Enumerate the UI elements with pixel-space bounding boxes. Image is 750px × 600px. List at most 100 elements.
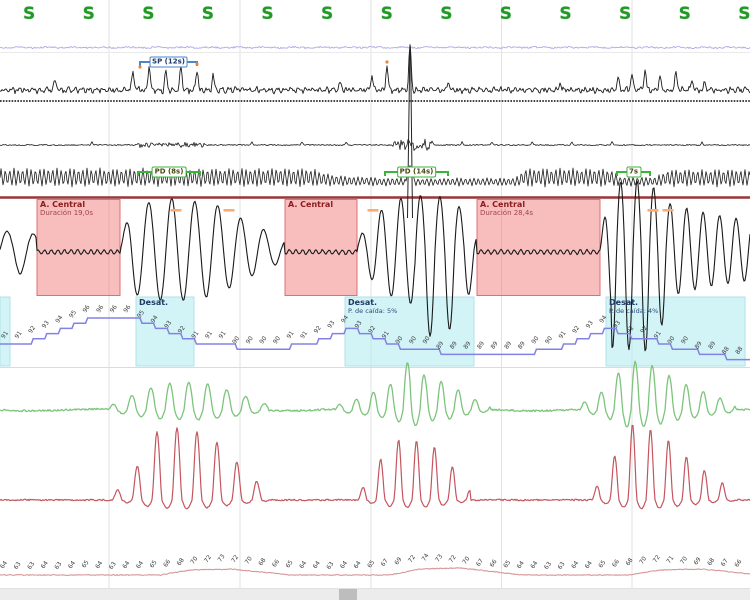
pulse-value: 67 [720, 558, 730, 568]
pulse-value: 64 [339, 560, 349, 570]
spo2-value: 90 [258, 335, 268, 345]
arousal-tick[interactable] [170, 209, 182, 212]
arousal-tick[interactable] [662, 209, 674, 212]
spo2-value: 90 [422, 335, 432, 345]
pulse-value: 64 [516, 560, 526, 570]
pulse-value: 72 [407, 554, 417, 564]
spo2-value: 90 [544, 335, 554, 345]
pulse-value: 69 [693, 556, 703, 566]
pulse-value: 68 [176, 557, 186, 567]
pulse-value: 65 [149, 559, 159, 569]
spo2-value: 89 [503, 340, 513, 350]
pulse-value: 64 [135, 560, 145, 570]
pulse-value: 66 [733, 558, 743, 568]
spo2-value: 93 [41, 319, 51, 329]
spo2-value: 88 [721, 345, 731, 355]
pulse-value: 73 [217, 553, 227, 563]
pulse-value: 66 [271, 558, 281, 568]
spo2-value: 94 [340, 314, 350, 324]
movement-artifact [407, 45, 413, 219]
spo2-value: 90 [245, 335, 255, 345]
pulse-value: 68 [706, 557, 716, 567]
pulse-value: 64 [570, 560, 580, 570]
spo2-value: 91 [190, 330, 200, 340]
event-marker-bracket-pd3[interactable] [616, 171, 651, 176]
spo2-value: 90 [680, 335, 690, 345]
spo2-value: 89 [490, 340, 500, 350]
spo2-value: 92 [367, 325, 377, 335]
pulse-value: 65 [285, 559, 295, 569]
pulse-value: 64 [40, 560, 50, 570]
spo2-value: 91 [204, 330, 214, 340]
spo2-value: 92 [27, 325, 37, 335]
spo2-value: 91 [381, 330, 391, 340]
arousal-tick[interactable] [367, 209, 379, 212]
spo2-value: 92 [626, 325, 636, 335]
spo2-value: 89 [517, 340, 527, 350]
spo2-value: 93 [612, 319, 622, 329]
spo2-value: 92 [639, 325, 649, 335]
spo2-value: 91 [0, 330, 10, 340]
pulse-value: 72 [230, 554, 240, 564]
pulse-value: 63 [557, 561, 567, 571]
pulse-value: 72 [652, 554, 662, 564]
spo2-value: 90 [272, 335, 282, 345]
spo2-value: 92 [313, 325, 323, 335]
spo2-value: 96 [82, 304, 92, 314]
pulse-value: 70 [461, 555, 471, 565]
spo2-value: 91 [653, 330, 663, 340]
apnea-event[interactable] [36, 199, 121, 296]
arousal-tick[interactable] [647, 209, 659, 212]
pulse-value: 68 [257, 557, 267, 567]
pulse-value: 63 [543, 561, 553, 571]
pulse-value: 66 [611, 558, 621, 568]
pulse-value: 70 [638, 555, 648, 565]
pulse-value: 72 [203, 554, 213, 564]
spo2-value: 91 [558, 330, 568, 340]
desat-event[interactable] [135, 296, 195, 367]
pulse-value: 66 [489, 558, 499, 568]
spo2-value: 96 [109, 304, 119, 314]
spo2-value: 90 [530, 335, 540, 345]
pulse-value: 73 [434, 553, 444, 563]
spike-dot [138, 65, 142, 69]
pulse-value: 64 [298, 560, 308, 570]
spo2-value: 89 [476, 340, 486, 350]
pulse-value: 69 [393, 556, 403, 566]
event-marker-bracket-sp[interactable] [139, 61, 198, 66]
spo2-value: 89 [707, 340, 717, 350]
spo2-value: 90 [231, 335, 241, 345]
spike-dot [385, 60, 389, 64]
pulse-value: 63 [13, 561, 23, 571]
pulse-value: 70 [244, 555, 254, 565]
pulse-value: 74 [421, 552, 431, 562]
desat-event[interactable] [0, 296, 11, 367]
horizontal-scrollbar[interactable] [0, 588, 750, 600]
spo2-value: 89 [435, 340, 445, 350]
spo2-value: 89 [694, 340, 704, 350]
pulse-value: 71 [665, 555, 675, 565]
pulse-value: 65 [597, 559, 607, 569]
spo2-value: 91 [286, 330, 296, 340]
spo2-value: 93 [326, 319, 336, 329]
pulse-value: 66 [162, 558, 172, 568]
pulse-value: 63 [26, 561, 36, 571]
apnea-event[interactable] [284, 199, 358, 296]
spo2-value: 93 [354, 319, 364, 329]
pulse-value: 68 [625, 557, 635, 567]
pulse-value: 70 [189, 555, 199, 565]
spo2-value: 89 [449, 340, 459, 350]
pulse-value: 63 [108, 561, 118, 571]
spo2-value: 94 [598, 314, 608, 324]
event-marker-bracket-pd2[interactable] [384, 171, 449, 176]
desat-event[interactable] [344, 296, 475, 367]
pulse-value: 64 [121, 560, 131, 570]
pulse-value: 72 [448, 554, 458, 564]
apnea-event[interactable] [476, 199, 601, 296]
arousal-tick[interactable] [223, 209, 235, 212]
spo2-value: 92 [177, 325, 187, 335]
scrollbar-thumb[interactable] [339, 589, 357, 600]
spo2-trace [0, 317, 750, 361]
